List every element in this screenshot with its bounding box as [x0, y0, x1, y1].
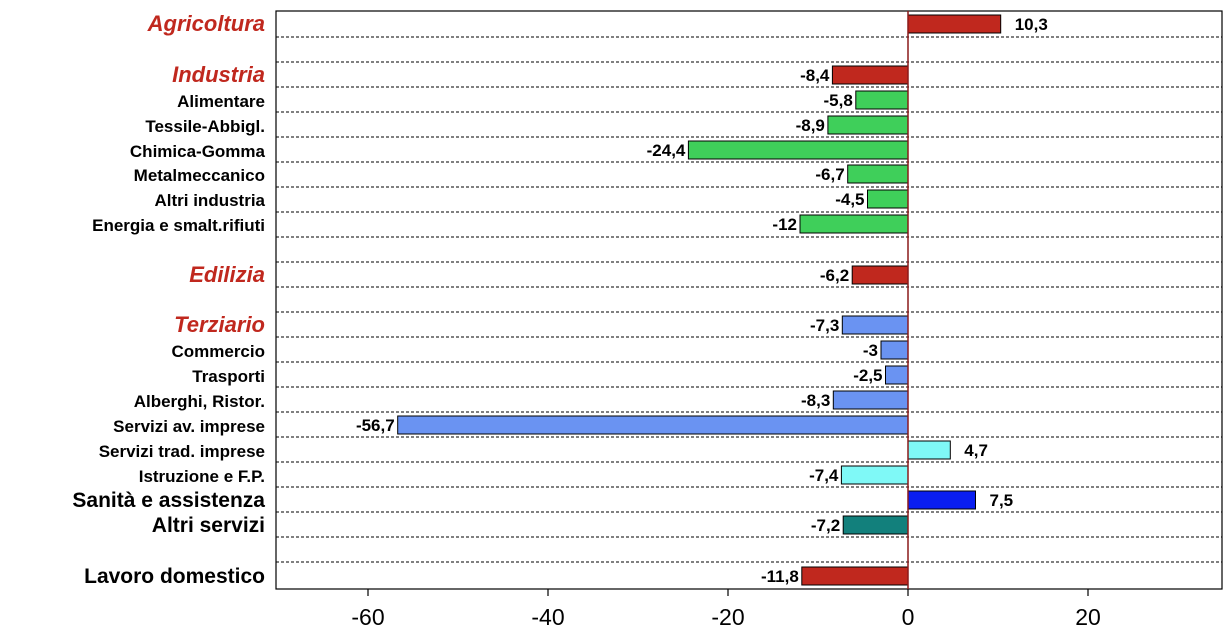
category-label: Commercio — [171, 342, 265, 361]
bar — [842, 515, 909, 535]
bar — [907, 440, 951, 460]
bar — [801, 566, 909, 586]
grid-lines — [275, 10, 1223, 590]
value-label: -56,7 — [356, 416, 395, 435]
value-label: 4,7 — [964, 441, 988, 460]
bar — [397, 415, 909, 435]
category-label: Servizi trad. imprese — [99, 442, 265, 461]
x-tick-label: 0 — [902, 604, 915, 630]
value-label: -7,2 — [811, 516, 840, 535]
value-label: 10,3 — [1015, 15, 1048, 34]
plot-frame — [275, 10, 1223, 590]
x-tick-label: -20 — [711, 604, 744, 630]
category-label: Agricoltura — [147, 11, 265, 36]
category-label: Trasporti — [192, 367, 265, 386]
bar — [851, 265, 909, 285]
category-label: Edilizia — [189, 262, 265, 287]
value-label: 7,5 — [990, 491, 1014, 510]
bar — [831, 65, 909, 85]
x-tick-label: -60 — [351, 604, 384, 630]
value-label: -6,2 — [820, 266, 849, 285]
bar — [907, 490, 976, 510]
x-axis: -60 -40 -20 0 20 — [351, 11, 1101, 630]
category-label: Alimentare — [177, 92, 265, 111]
value-label: -8,3 — [801, 391, 830, 410]
value-label: -7,4 — [809, 466, 839, 485]
bar — [841, 315, 909, 335]
category-label: Chimica-Gomma — [130, 142, 266, 161]
value-label: -6,7 — [815, 165, 844, 184]
category-label: Industria — [172, 62, 265, 87]
category-label: Lavoro domestico — [84, 565, 265, 588]
value-labels: 10,3 -8,4 -5,8 -8,9 -24,4 -6,7 -4,5 -12 -6,2 -7,3… — [356, 15, 1048, 586]
value-label: -8,9 — [796, 116, 825, 135]
category-label: Metalmeccanico — [134, 166, 265, 185]
bar — [840, 465, 909, 485]
x-tick-label: 20 — [1075, 604, 1101, 630]
category-label: Alberghi, Ristor. — [134, 392, 265, 411]
bar — [799, 214, 909, 234]
category-label: Sanità e assistenza — [72, 489, 265, 512]
value-label: -7,3 — [810, 316, 839, 335]
value-label: -12 — [772, 215, 797, 234]
category-label: Altri servizi — [152, 514, 265, 537]
bar — [855, 90, 909, 110]
value-label: -8,4 — [800, 66, 830, 85]
value-label: -11,8 — [761, 567, 799, 586]
value-label: -4,5 — [835, 190, 864, 209]
value-label: -24,4 — [647, 141, 686, 160]
x-tick-label: -40 — [531, 604, 564, 630]
bars — [397, 14, 1002, 586]
category-label: Terziario — [174, 312, 265, 337]
bar — [885, 365, 909, 385]
bar — [827, 115, 909, 135]
category-label: Istruzione e F.P. — [139, 467, 265, 486]
bar — [832, 390, 909, 410]
bar — [867, 189, 909, 209]
bar — [907, 14, 1002, 34]
value-label: -5,8 — [824, 91, 853, 110]
bar — [847, 164, 909, 184]
category-labels: Agricoltura Industria Alimentare Tessile-Ab… — [72, 11, 265, 588]
category-label: Tessile-Abbigl. — [145, 117, 265, 136]
bar — [687, 140, 909, 160]
bar — [880, 340, 909, 360]
value-label: -3 — [863, 341, 878, 360]
value-label: -2,5 — [853, 366, 882, 385]
category-label: Energia e smalt.rifiuti — [92, 216, 265, 235]
category-label: Altri industria — [154, 191, 265, 210]
category-label: Servizi av. imprese — [113, 417, 265, 436]
